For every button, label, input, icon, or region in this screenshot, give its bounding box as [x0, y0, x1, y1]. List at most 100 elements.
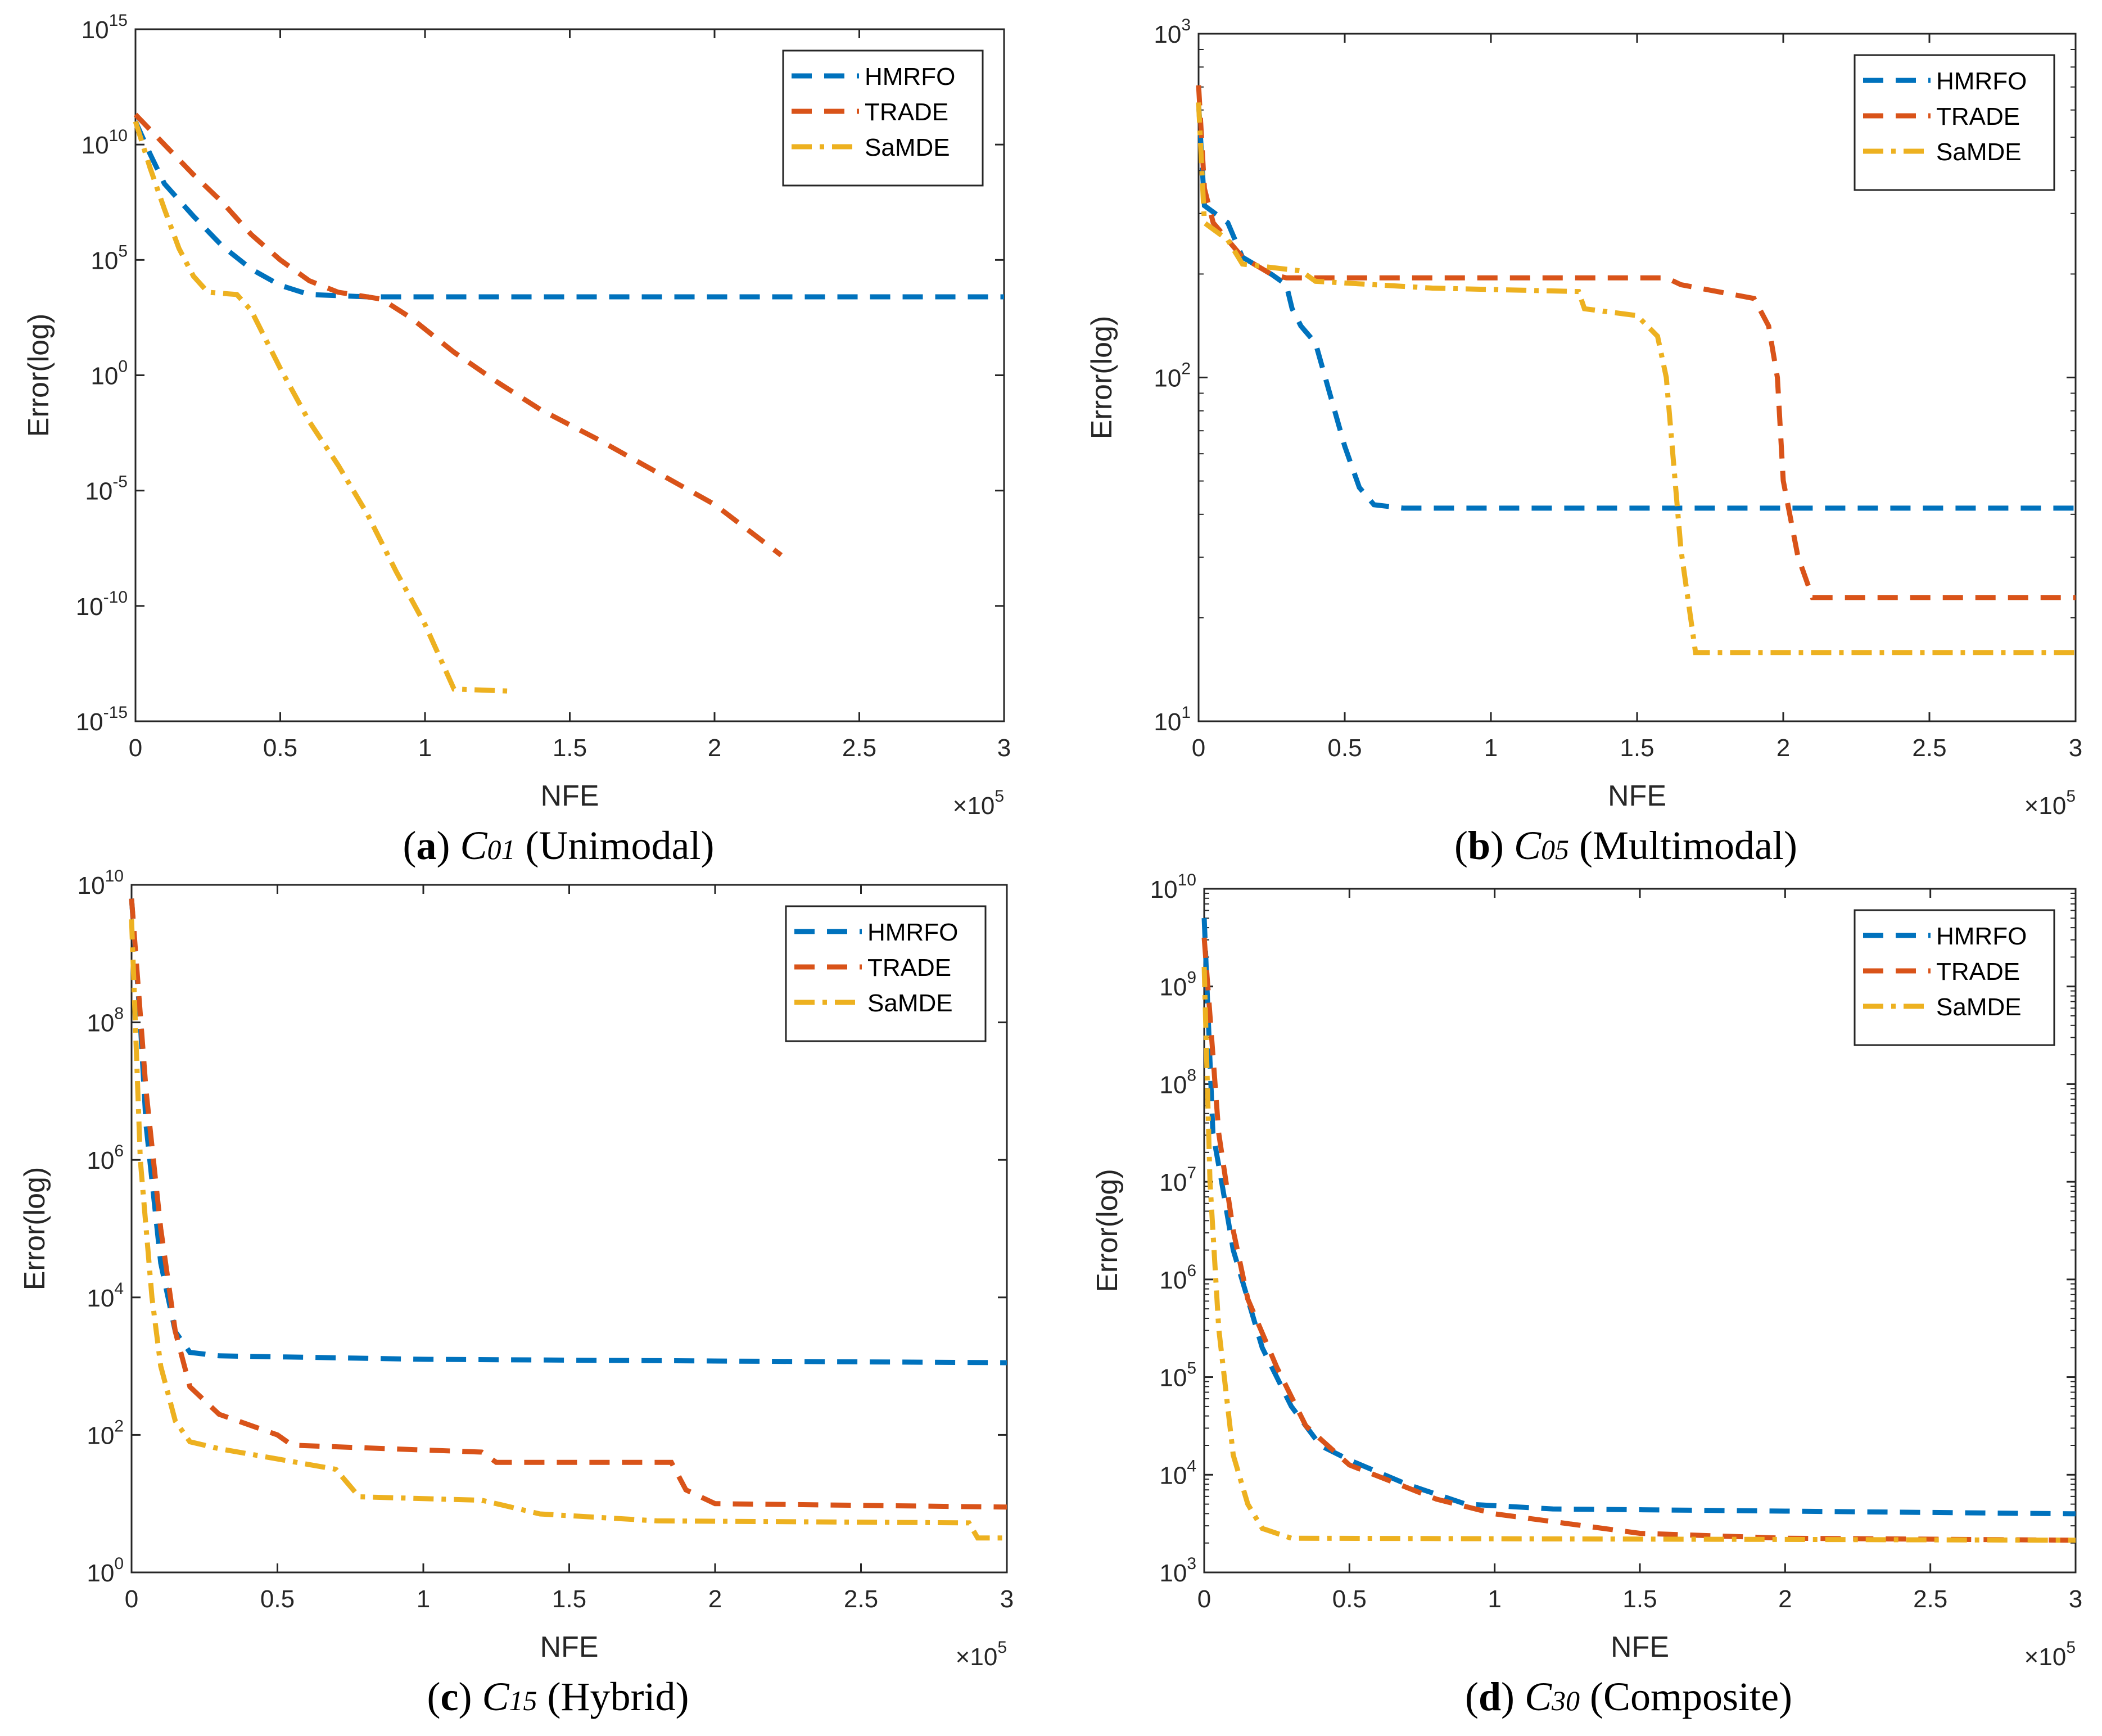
- series-line-samde: [133, 120, 515, 694]
- legend-label: TRADE: [1936, 103, 2020, 130]
- caption-punct: [1580, 1674, 1590, 1719]
- legend-label: HMRFO: [1936, 923, 2027, 950]
- x-tick-label: 2: [1778, 1585, 1792, 1613]
- y-tick-base: 10: [78, 872, 105, 899]
- x-scale-exponent: 5: [2066, 787, 2076, 806]
- y-tick-label: 103: [1154, 16, 1191, 48]
- y-tick-base: 10: [87, 1010, 114, 1037]
- legend-label: TRADE: [1936, 958, 2020, 985]
- y-tick-exponent: 10: [105, 867, 124, 885]
- y-axis-label: Error(log): [19, 1167, 51, 1291]
- x-scale-factor: ×105: [2024, 1638, 2076, 1671]
- x-scale-base: ×10: [953, 792, 995, 820]
- legend-box: [1854, 54, 2055, 191]
- caption-punct: (: [1465, 1674, 1479, 1719]
- x-tick-label: 0: [125, 1585, 138, 1613]
- panel-caption: (a) C01 (Unimodal): [403, 823, 715, 868]
- y-tick-exponent: 8: [114, 1005, 124, 1023]
- y-tick-base: 10: [1159, 1559, 1187, 1587]
- x-tick-label: 0: [1192, 734, 1205, 762]
- x-tick-label: 3: [2069, 1585, 2082, 1613]
- y-tick-label: 1015: [82, 11, 128, 44]
- x-scale-exponent: 5: [997, 1638, 1007, 1657]
- y-tick-label: 100: [87, 1554, 124, 1587]
- caption-letter: c: [441, 1674, 459, 1719]
- x-scale-base: ×10: [956, 1643, 998, 1671]
- x-scale-factor: ×105: [956, 1638, 1007, 1671]
- caption-sub: 15: [509, 1685, 537, 1716]
- y-tick-base: 10: [1159, 1364, 1187, 1392]
- y-tick-label: 102: [87, 1417, 124, 1449]
- x-tick-label: 3: [997, 734, 1011, 762]
- caption-punct: ): [437, 823, 460, 868]
- x-axis-label: NFE: [541, 780, 599, 812]
- caption-punct: (: [427, 1674, 441, 1719]
- caption-func: C: [1514, 823, 1542, 868]
- series-line-trade: [1196, 85, 2076, 600]
- series-line-trade: [133, 112, 783, 558]
- y-tick-exponent: 5: [1187, 1359, 1196, 1378]
- y-tick-label: 1010: [82, 126, 128, 159]
- y-tick-exponent: 3: [1181, 16, 1191, 34]
- series-line-samde: [1201, 966, 2076, 1543]
- panel-caption: (b) C05 (Multimodal): [1454, 823, 1797, 868]
- series-line-samde: [129, 919, 1007, 1541]
- series-line-trade: [129, 898, 1007, 1510]
- panel-caption: (d) C30 (Composite): [1465, 1674, 1792, 1719]
- y-tick-exponent: 1: [1181, 703, 1191, 722]
- legend-label: SaMDE: [1936, 138, 2022, 166]
- y-tick-exponent: 6: [114, 1142, 124, 1160]
- y-tick-base: 10: [1159, 1462, 1187, 1489]
- caption-sub: 05: [1541, 834, 1569, 865]
- y-tick-base: 10: [82, 132, 109, 159]
- series-line-hmrfo: [1201, 917, 2076, 1517]
- y-tick-exponent: 2: [114, 1417, 124, 1435]
- y-tick-exponent: -5: [112, 473, 128, 491]
- panel-caption: (c) C15 (Hybrid): [427, 1674, 689, 1719]
- y-tick-base: 10: [85, 478, 112, 505]
- y-tick-label: 1010: [78, 867, 124, 899]
- y-axis-label: Error(log): [1086, 316, 1118, 440]
- y-tick-exponent: 3: [1187, 1554, 1196, 1573]
- y-tick-base: 10: [1159, 1071, 1187, 1098]
- legend-box: [782, 49, 984, 187]
- y-tick-exponent: -10: [103, 588, 128, 607]
- legend-label: TRADE: [867, 954, 951, 982]
- chart-panel-d: 0 0.5 1 1.5 2 2.5 31010109108107106105104103NF…: [1091, 871, 2082, 1719]
- caption-punct: ): [1490, 823, 1514, 868]
- y-tick-base: 10: [76, 593, 103, 621]
- legend: HMRFO TRADE SaMDE: [1854, 54, 2055, 191]
- y-tick-exponent: 5: [118, 242, 128, 260]
- y-tick-label: 107: [1159, 1164, 1196, 1196]
- y-tick-label: 104: [1159, 1457, 1196, 1489]
- x-tick-label: 1.5: [1620, 734, 1654, 762]
- caption-punct: ): [459, 1674, 482, 1719]
- legend-label: HMRFO: [867, 919, 958, 946]
- x-tick-label: 1.5: [1622, 1585, 1657, 1613]
- y-tick-exponent: 10: [1178, 871, 1196, 889]
- x-tick-label: 2.5: [842, 734, 876, 762]
- y-tick-label: 109: [1159, 969, 1196, 1001]
- caption-punct: (: [1454, 823, 1468, 868]
- y-tick-exponent: 2: [1181, 360, 1191, 378]
- y-tick-label: 106: [1159, 1262, 1196, 1294]
- caption-punct: ): [1501, 1674, 1525, 1719]
- legend-box: [1854, 909, 2055, 1046]
- chart-panel-c: 0 0.5 1 1.5 2 2.5 31010108106104102100NFEError…: [19, 867, 1014, 1719]
- x-tick-label: 2.5: [1913, 1585, 1947, 1613]
- x-tick-label: 1.5: [552, 1585, 586, 1613]
- y-tick-base: 10: [1159, 974, 1187, 1001]
- y-tick-base: 10: [1154, 708, 1181, 736]
- series-line-trade: [1201, 937, 2076, 1543]
- legend: HMRFO TRADE SaMDE: [1854, 909, 2055, 1046]
- y-tick-label: 105: [91, 242, 128, 274]
- y-tick-base: 10: [1154, 365, 1181, 392]
- y-tick-label: 103: [1159, 1554, 1196, 1587]
- x-tick-label: 0.5: [263, 734, 297, 762]
- y-tick-label: 108: [87, 1005, 124, 1037]
- x-scale-base: ×10: [2024, 1643, 2067, 1671]
- y-tick-label: 101: [1154, 703, 1191, 736]
- y-tick-exponent: 15: [109, 11, 128, 30]
- x-tick-label: 2.5: [1912, 734, 1946, 762]
- caption-punct: [537, 1674, 548, 1719]
